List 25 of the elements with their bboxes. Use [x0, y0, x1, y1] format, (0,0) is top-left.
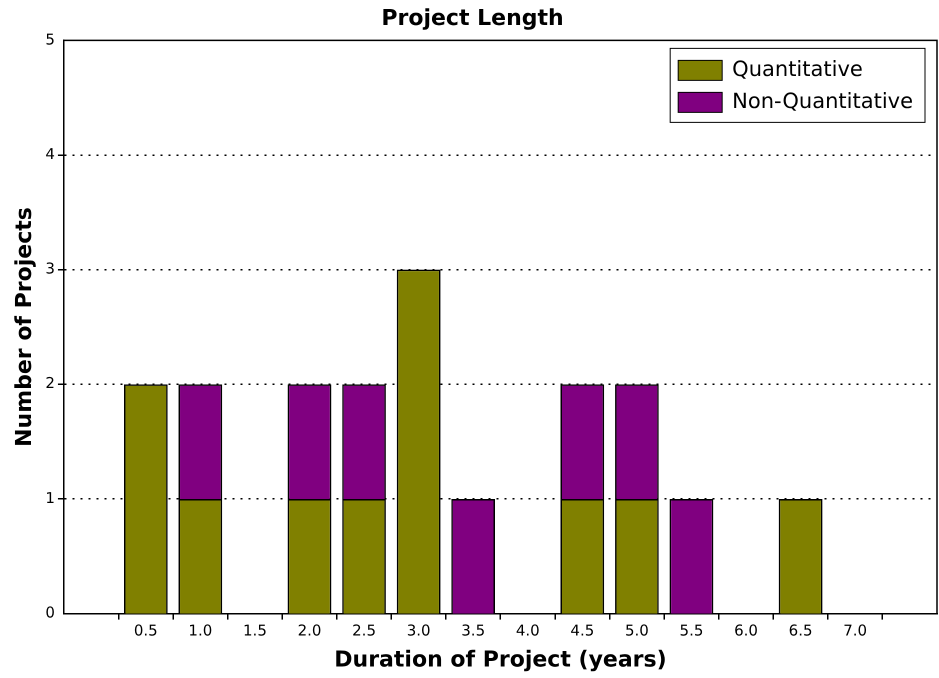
y-tick-label: 5 — [45, 30, 55, 48]
y-tick-label: 1 — [45, 488, 55, 507]
x-tick-label: 7.0 — [843, 621, 868, 640]
x-tick-label: 3.5 — [461, 621, 486, 640]
x-tick-label: 5.5 — [680, 621, 704, 640]
x-tick-label: 0.5 — [134, 621, 158, 640]
legend-label: Quantitative — [732, 56, 863, 81]
legend-label: Non-Quantitative — [732, 88, 914, 113]
x-tick-label: 2.0 — [298, 621, 322, 640]
x-tick-label: 4.0 — [516, 621, 540, 640]
y-tick-label: 4 — [45, 144, 55, 163]
x-tick-label: 6.5 — [788, 621, 813, 640]
y-tick-label: 3 — [45, 260, 55, 278]
y-tick-label: 0 — [45, 603, 55, 622]
y-axis-title: Number of Projects — [12, 207, 37, 447]
y-tick-label: 2 — [45, 374, 55, 392]
x-tick-label: 1.5 — [242, 621, 267, 640]
x-tick-label: 1.0 — [188, 621, 212, 640]
x-tick-label: 6.0 — [734, 621, 758, 640]
x-axis-title: Duration of Project (years) — [334, 648, 667, 673]
x-tick-label: 2.5 — [352, 621, 376, 640]
x-tick-label: 3.0 — [406, 621, 431, 640]
chart-title: Project Length — [381, 6, 564, 31]
x-tick-label: 4.5 — [570, 621, 594, 640]
x-tick-label: 5.0 — [624, 621, 649, 640]
